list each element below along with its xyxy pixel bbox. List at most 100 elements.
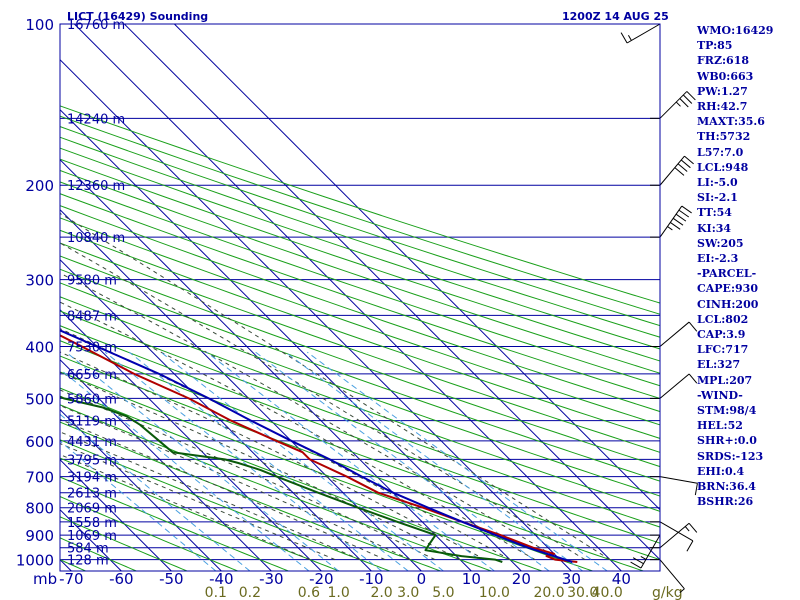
pressure-tick-label: 600 xyxy=(25,433,54,451)
dry-adiabat-line xyxy=(60,229,660,439)
isotherm-line xyxy=(123,24,660,561)
mixing-ratio-line xyxy=(160,351,444,571)
pressure-tick-label: 1000 xyxy=(16,552,54,570)
temperature-tick-label: 20 xyxy=(512,570,531,588)
height-label: 3795 m xyxy=(67,453,117,468)
height-label: 12360 m xyxy=(67,179,125,194)
index-line: CINH:200 xyxy=(697,297,759,311)
mixing-ratio-line xyxy=(60,413,251,571)
index-line: TH:5732 xyxy=(697,130,751,144)
dry-adiabat-line xyxy=(60,147,660,350)
wind-barb-feather xyxy=(675,101,681,107)
height-label: 1558 m xyxy=(67,516,117,531)
wind-barb xyxy=(626,23,661,44)
index-line: SRDS:-123 xyxy=(697,449,764,463)
index-line: CAPE:930 xyxy=(697,282,758,296)
dry-adiabat-line xyxy=(60,516,188,571)
pressure-unit-label: mb xyxy=(33,570,57,588)
dry-adiabat-line xyxy=(60,476,289,571)
height-label: 3194 m xyxy=(67,471,117,486)
sounding-time: 1200Z 14 AUG 25 xyxy=(562,10,669,23)
dry-adiabat-line xyxy=(60,115,660,315)
dry-adiabat-line xyxy=(60,158,660,362)
height-label: 6656 m xyxy=(67,368,117,383)
wind-barb-feather xyxy=(677,163,688,172)
isotherm-line xyxy=(173,24,660,511)
wind-barb-feather xyxy=(627,35,632,41)
wind-barb-feather xyxy=(667,226,673,231)
dry-adiabat-line xyxy=(60,387,543,571)
wind-barb-feather xyxy=(670,222,681,230)
dry-adiabat-line xyxy=(60,193,660,400)
height-label: 16760 m xyxy=(67,18,125,33)
temperature-tick-label: 10 xyxy=(462,570,481,588)
dry-adiabat-line xyxy=(60,310,660,528)
dry-adiabat-line xyxy=(60,255,660,468)
wind-barb xyxy=(659,155,685,186)
wind-barb-feather xyxy=(688,522,698,533)
index-line: SHR+:0.0 xyxy=(697,434,757,448)
isotherm-line xyxy=(60,408,222,571)
dry-adiabat-line xyxy=(60,282,660,497)
index-line: EHI:0.4 xyxy=(697,464,745,478)
wind-barb-feather xyxy=(682,94,693,104)
index-line: MPL:207 xyxy=(697,373,753,387)
index-line: SI:-2.1 xyxy=(697,191,738,205)
dry-adiabat-line xyxy=(60,404,492,571)
index-line: HEL:52 xyxy=(697,419,743,433)
wind-barb xyxy=(659,321,690,347)
dry-adiabat-line xyxy=(60,217,660,426)
temperature-tick-label: -70 xyxy=(59,570,84,588)
index-line: WB0:663 xyxy=(697,69,754,83)
dry-adiabat-line xyxy=(60,105,660,304)
wind-barb-feather xyxy=(681,205,692,214)
trace-layer xyxy=(60,329,578,563)
pressure-tick-label: 500 xyxy=(25,390,54,408)
dry-adiabat-line xyxy=(60,205,660,413)
wind-barb-feather xyxy=(672,217,684,226)
index-line: LI:-5.0 xyxy=(697,176,738,190)
dry-adiabat-line xyxy=(60,242,660,453)
height-label: 5860 m xyxy=(67,392,117,407)
wind-barb-feather xyxy=(684,526,690,532)
mixing-ratio-tick-label: 3.0 xyxy=(397,585,419,600)
dry-adiabat-line xyxy=(60,296,660,512)
pressure-tick-label: 400 xyxy=(25,338,54,356)
wind-barb-feather xyxy=(674,167,685,176)
height-label: 128 m xyxy=(67,554,109,569)
plot-frame xyxy=(59,23,661,572)
parcel-trace xyxy=(60,329,573,563)
isotherm-line xyxy=(73,24,622,571)
mixing-ratio-line xyxy=(60,368,310,571)
dry-adiabat-line xyxy=(60,421,441,571)
wind-barb xyxy=(640,534,661,569)
temperature-tick-label: 0 xyxy=(417,570,427,588)
height-label: 8487 m xyxy=(67,309,117,324)
wind-barb-feather xyxy=(684,155,694,165)
dry-adiabat-line xyxy=(60,181,660,387)
pressure-tick-label: 900 xyxy=(25,527,54,545)
index-line: -PARCEL- xyxy=(697,267,757,281)
wind-barb-feather xyxy=(694,483,698,496)
temperature-tick-label: -50 xyxy=(159,570,184,588)
wind-barb-feather xyxy=(688,321,698,332)
dry-adiabat-line xyxy=(60,496,238,571)
isotherm-line xyxy=(60,208,422,571)
index-line: PW:1.27 xyxy=(697,84,748,98)
wind-barb xyxy=(659,205,683,238)
dry-adiabat-line xyxy=(60,340,660,561)
mixing-ratio-line xyxy=(128,351,409,571)
mixing-ratio-line xyxy=(60,440,217,571)
index-line: LFC:717 xyxy=(697,343,749,357)
wind-barb xyxy=(659,373,690,399)
mixing-ratio-tick-label: 2.0 xyxy=(370,585,392,600)
moist-adiabat-line xyxy=(60,389,436,561)
dry-adiabat-line xyxy=(60,457,340,571)
mixing-ratio-unit-label: g/kg xyxy=(652,585,683,600)
wind-barb-feather xyxy=(686,91,696,101)
height-label: 7530 m xyxy=(67,340,117,355)
wind-barb-feather xyxy=(679,98,689,108)
index-line: BRN:36.4 xyxy=(697,480,756,494)
wind-barb xyxy=(659,476,698,484)
